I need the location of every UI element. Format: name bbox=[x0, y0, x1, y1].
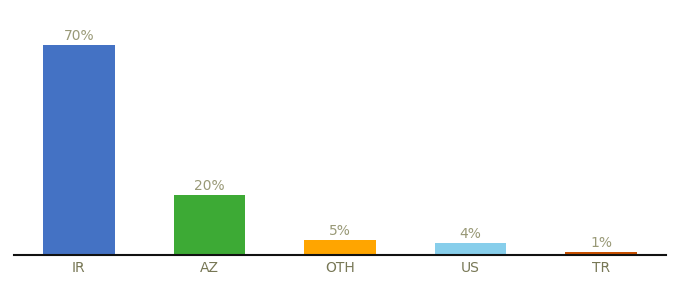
Bar bbox=[43, 45, 115, 255]
Bar bbox=[173, 195, 245, 255]
Bar bbox=[435, 243, 507, 255]
Text: 4%: 4% bbox=[460, 226, 481, 241]
Text: 20%: 20% bbox=[194, 178, 225, 193]
Text: 5%: 5% bbox=[329, 224, 351, 238]
Bar bbox=[304, 240, 376, 255]
Text: 1%: 1% bbox=[590, 236, 612, 250]
Text: 70%: 70% bbox=[63, 28, 95, 43]
Bar bbox=[565, 252, 637, 255]
